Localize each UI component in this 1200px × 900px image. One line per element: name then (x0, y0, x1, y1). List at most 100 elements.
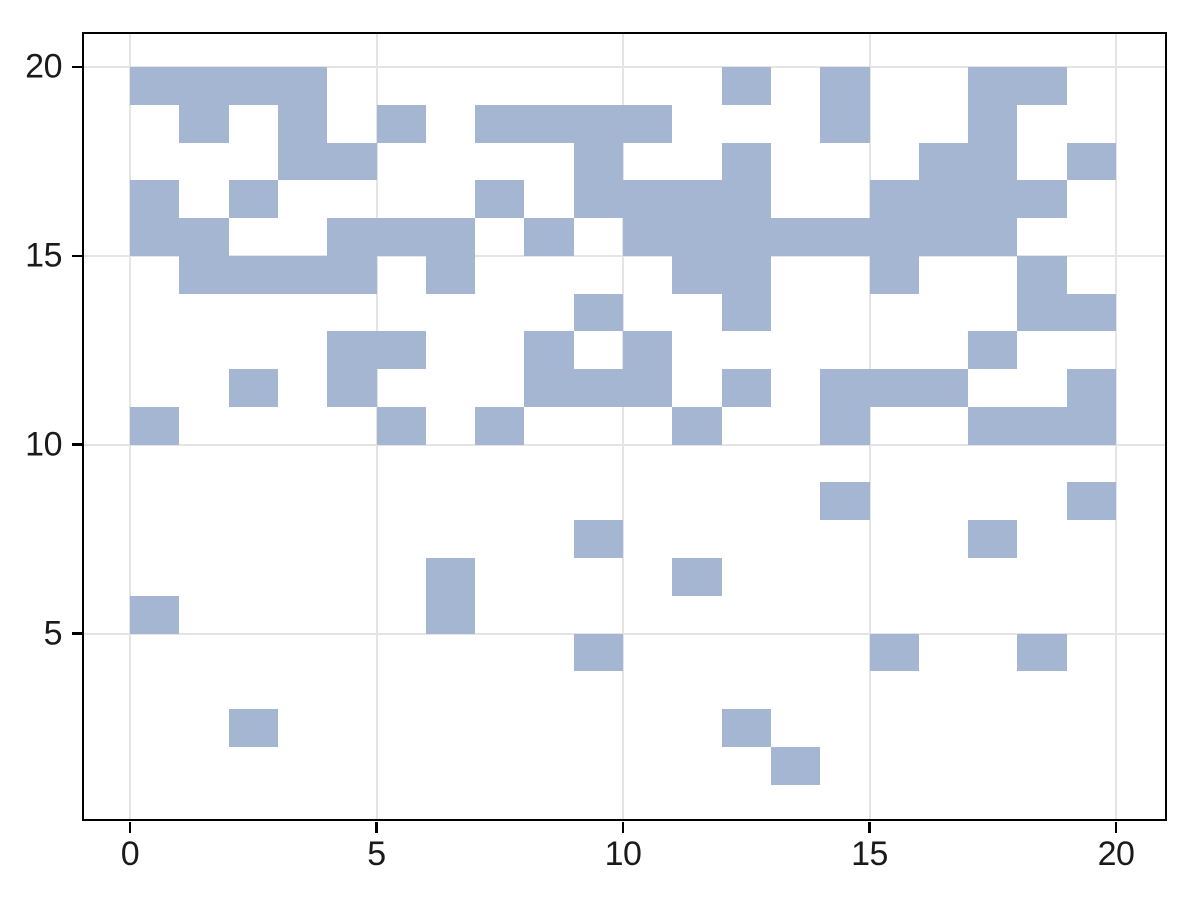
heatmap-cell-x11-y11 (672, 407, 722, 445)
heatmap-cell-x7-y11 (475, 407, 524, 445)
heatmap-cell-x8-y19 (524, 105, 574, 143)
heatmap-cell-x15-y17 (870, 180, 919, 218)
heatmap-cell-x2-y17 (229, 180, 278, 218)
y-tick-label-5: 5 (43, 614, 63, 653)
heatmap-cell-x7-y19 (475, 105, 524, 143)
heatmap-cell-x11-y16 (672, 218, 722, 256)
heatmap-cell-x0-y11 (130, 407, 179, 445)
heatmap-cell-x12-y3 (722, 709, 771, 747)
heatmap-cell-x19-y9 (1067, 482, 1116, 520)
heatmap-cell-x14-y19 (820, 105, 870, 143)
heatmap-cell-x18-y20 (1017, 67, 1067, 105)
heatmap-cell-x17-y8 (968, 520, 1017, 558)
heatmap-cell-x3-y19 (278, 105, 327, 143)
heatmap-cell-x3-y18 (278, 143, 327, 180)
heatmap-cell-x10-y13 (623, 331, 672, 369)
y-gridline-10 (84, 444, 1166, 446)
heatmap-cell-x12-y15 (722, 256, 771, 294)
heatmap-cell-x17-y13 (968, 331, 1017, 369)
y-gridline-20 (84, 66, 1166, 68)
heatmap-cell-x2-y20 (229, 67, 278, 105)
heatmap-cell-x8-y13 (524, 331, 574, 369)
heatmap-cell-x19-y14 (1067, 294, 1116, 331)
heatmap-cell-x14-y11 (820, 407, 870, 445)
x-gridline-15 (869, 34, 871, 819)
heatmap-cell-x5-y16 (377, 218, 426, 256)
heatmap-cell-x15-y15 (870, 256, 919, 294)
heatmap-cell-x6-y16 (426, 218, 475, 256)
y-tick-label-20: 20 (25, 47, 62, 86)
heatmap-cell-x15-y12 (870, 369, 919, 407)
heatmap-cell-x14-y16 (820, 218, 870, 256)
heatmap-cell-x5-y13 (377, 331, 426, 369)
heatmap-cell-x18-y15 (1017, 256, 1067, 294)
heatmap-cell-x14-y12 (820, 369, 870, 407)
heatmap-cell-x1-y20 (179, 67, 229, 105)
heatmap-cell-x10-y12 (623, 369, 672, 407)
heatmap-cell-x10-y17 (623, 180, 672, 218)
heatmap-cell-x1-y15 (179, 256, 229, 294)
x-gridline-10 (622, 34, 624, 819)
heatmap-cell-x12-y16 (722, 218, 771, 256)
heatmap-cell-x11-y7 (672, 558, 722, 596)
heatmap-cell-x10-y19 (623, 105, 672, 143)
heatmap-cell-x19-y12 (1067, 369, 1116, 407)
x-tick-label-5: 5 (367, 835, 386, 873)
heatmap-cell-x0-y6 (130, 596, 179, 634)
heatmap-cell-x2-y12 (229, 369, 278, 407)
heatmap-cell-x17-y16 (968, 218, 1017, 256)
y-tick-label-15: 15 (25, 236, 62, 275)
heatmap-cell-x16-y16 (919, 218, 968, 256)
heatmap-cell-x19-y18 (1067, 143, 1116, 180)
heatmap-cell-x9-y18 (574, 143, 623, 180)
heatmap-cell-x2-y3 (229, 709, 278, 747)
heatmap-cell-x12-y20 (722, 67, 771, 105)
heatmap-cell-x0-y20 (130, 67, 179, 105)
x-tick-label-20: 20 (1097, 835, 1135, 873)
y-gridline-15 (84, 255, 1166, 257)
heatmap-cell-x3-y20 (278, 67, 327, 105)
heatmap-cell-x0-y17 (130, 180, 179, 218)
heatmap-cell-x7-y17 (475, 180, 524, 218)
heatmap-cell-x16-y12 (919, 369, 968, 407)
heatmap-cell-x17-y20 (968, 67, 1017, 105)
heatmap-cell-x8-y12 (524, 369, 574, 407)
heatmap-cell-x10-y16 (623, 218, 672, 256)
heatmap-cell-x0-y16 (130, 218, 179, 256)
heatmap-cell-x9-y14 (574, 294, 623, 331)
heatmap-cell-x5-y11 (377, 407, 426, 445)
y-tick-20 (72, 65, 82, 69)
heatmap-cell-x3-y15 (278, 256, 327, 294)
plot-area (84, 34, 1166, 819)
x-tick-10 (621, 821, 625, 833)
heatmap-cell-x19-y11 (1067, 407, 1116, 445)
y-tick-15 (72, 254, 82, 258)
x-gridline-20 (1115, 34, 1117, 819)
heatmap-cell-x17-y19 (968, 105, 1017, 143)
heatmap-cell-x16-y17 (919, 180, 968, 218)
y-tick-5 (72, 632, 82, 635)
x-tick-label-15: 15 (851, 835, 888, 873)
heatmap-cell-x18-y17 (1017, 180, 1067, 218)
x-tick-5 (375, 821, 378, 833)
heatmap-cell-x4-y13 (327, 331, 377, 369)
heatmap-cell-x18-y5 (1017, 634, 1067, 671)
heatmap-cell-x9-y12 (574, 369, 623, 407)
y-gridline-5 (84, 633, 1166, 635)
x-tick-label-0: 0 (120, 835, 140, 873)
heatmap-cell-x9-y8 (574, 520, 623, 558)
heatmap-cell-x11-y17 (672, 180, 722, 218)
heatmap-cell-x4-y16 (327, 218, 377, 256)
heatmap-cell-x6-y6 (426, 596, 475, 634)
heatmap-cell-x14-y9 (820, 482, 870, 520)
heatmap-cell-x8-y16 (524, 218, 574, 256)
heatmap-cell-x9-y5 (574, 634, 623, 671)
heatmap-cell-x2-y15 (229, 256, 278, 294)
x-tick-15 (868, 821, 871, 833)
heatmap-cell-x12-y17 (722, 180, 771, 218)
x-tick-20 (1114, 821, 1118, 833)
heatmap-cell-x4-y15 (327, 256, 377, 294)
heatmap-cell-x5-y19 (377, 105, 426, 143)
y-tick-label-10: 10 (25, 425, 62, 464)
